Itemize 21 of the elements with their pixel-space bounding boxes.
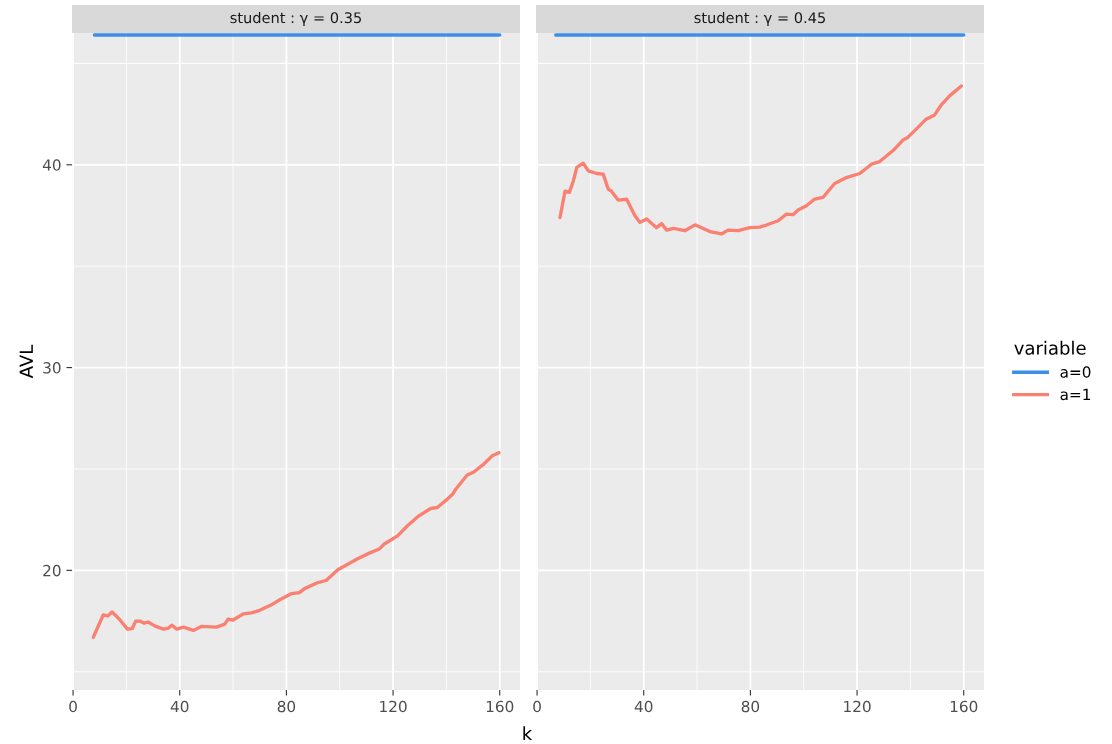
legend-label: a=0 xyxy=(1060,366,1091,378)
x-axis-title: k xyxy=(523,726,533,740)
line-series xyxy=(91,451,501,639)
legend-title: variable xyxy=(1014,340,1086,355)
y-tick-label: 20 xyxy=(43,564,61,577)
legend-label: a=1 xyxy=(1060,388,1091,401)
x-tick-label: 80 xyxy=(741,700,760,713)
y-tick-label: 30 xyxy=(43,362,61,374)
x-tick-label: 160 xyxy=(950,700,978,713)
y-axis-title: AVL xyxy=(19,344,33,379)
x-tick-label: 120 xyxy=(844,700,871,713)
x-tick-label: 120 xyxy=(380,700,407,713)
x-tick-label: 0 xyxy=(69,700,77,713)
chart-title: student : γ = 0.35 xyxy=(230,11,361,27)
x-tick-label: 40 xyxy=(170,700,189,713)
y-tick-label: 40 xyxy=(42,159,61,171)
x-tick-label: 0 xyxy=(533,700,541,713)
x-tick-label: 160 xyxy=(486,700,514,713)
chart-title: student : γ = 0.45 xyxy=(694,11,825,27)
x-tick-label: 40 xyxy=(634,700,653,713)
x-tick-label: 80 xyxy=(277,700,296,713)
